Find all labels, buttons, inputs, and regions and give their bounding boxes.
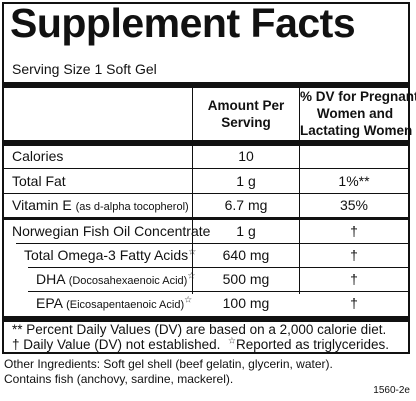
star-icon: ☆: [187, 270, 196, 281]
divider: [28, 267, 408, 268]
footnote-established: † Daily Value (DV) not established. ☆Rep…: [12, 335, 390, 352]
row-label-vitamin-e: Vitamin E (as d-alpha tocopherol): [12, 197, 189, 213]
panel-title: Supplement Facts: [10, 0, 356, 46]
row-amount-dha: 500 mg: [222, 271, 270, 287]
column-divider: [192, 86, 193, 294]
divider: [4, 193, 408, 194]
row-dv-omega3: †: [350, 247, 358, 263]
footnote-dv: ** Percent Daily Values (DV) are based o…: [12, 322, 387, 337]
divider: [28, 291, 408, 292]
product-code: 1560-2e: [373, 385, 410, 396]
divider: [4, 217, 408, 220]
divider: [4, 82, 408, 88]
row-amount-vitamin-e: 6.7 mg: [224, 197, 268, 213]
amount-header: Amount Per Serving: [207, 98, 285, 130]
row-amount-total-fat: 1 g: [236, 173, 256, 189]
dv-header: % DV for Pregnant Women and Lactating Wo…: [300, 89, 416, 138]
row-label-omega3: Total Omega-3 Fatty Acids☆: [24, 246, 197, 263]
row-amount-omega3: 640 mg: [222, 247, 270, 263]
divider: [16, 243, 408, 244]
row-amount-fish-oil: 1 g: [236, 223, 256, 239]
row-label-fish-oil: Norwegian Fish Oil Concentrate: [12, 223, 211, 239]
row-dv-epa: †: [350, 295, 358, 311]
row-amount-calories: 10: [238, 148, 254, 164]
row-amount-epa: 100 mg: [222, 295, 270, 311]
row-dv-total-fat: 1%**: [338, 173, 370, 189]
column-divider: [299, 86, 300, 294]
allergen-statement: Contains fish (anchovy, sardine, mackere…: [4, 372, 234, 386]
star-icon: ☆: [188, 246, 197, 257]
divider: [4, 316, 408, 322]
row-dv-dha: †: [350, 271, 358, 287]
star-icon: ☆: [227, 335, 236, 346]
row-dv-vitamin-e: 35%: [339, 197, 369, 213]
row-label-total-fat: Total Fat: [12, 173, 66, 189]
supplement-facts-panel: Supplement Facts Serving Size 1 Soft Gel…: [2, 0, 416, 354]
divider: [4, 140, 408, 146]
row-dv-fish-oil: †: [350, 223, 358, 239]
row-label-dha: DHA (Docosahexaenoic Acid)☆: [36, 270, 196, 287]
divider: [4, 168, 408, 169]
other-ingredients: Other Ingredients: Soft gel shell (beef …: [4, 357, 333, 371]
star-icon: ☆: [184, 294, 193, 305]
serving-size: Serving Size 1 Soft Gel: [12, 61, 157, 77]
row-label-epa: EPA (Eicosapentaenoic Acid)☆: [36, 294, 193, 311]
row-label-calories: Calories: [12, 148, 64, 164]
